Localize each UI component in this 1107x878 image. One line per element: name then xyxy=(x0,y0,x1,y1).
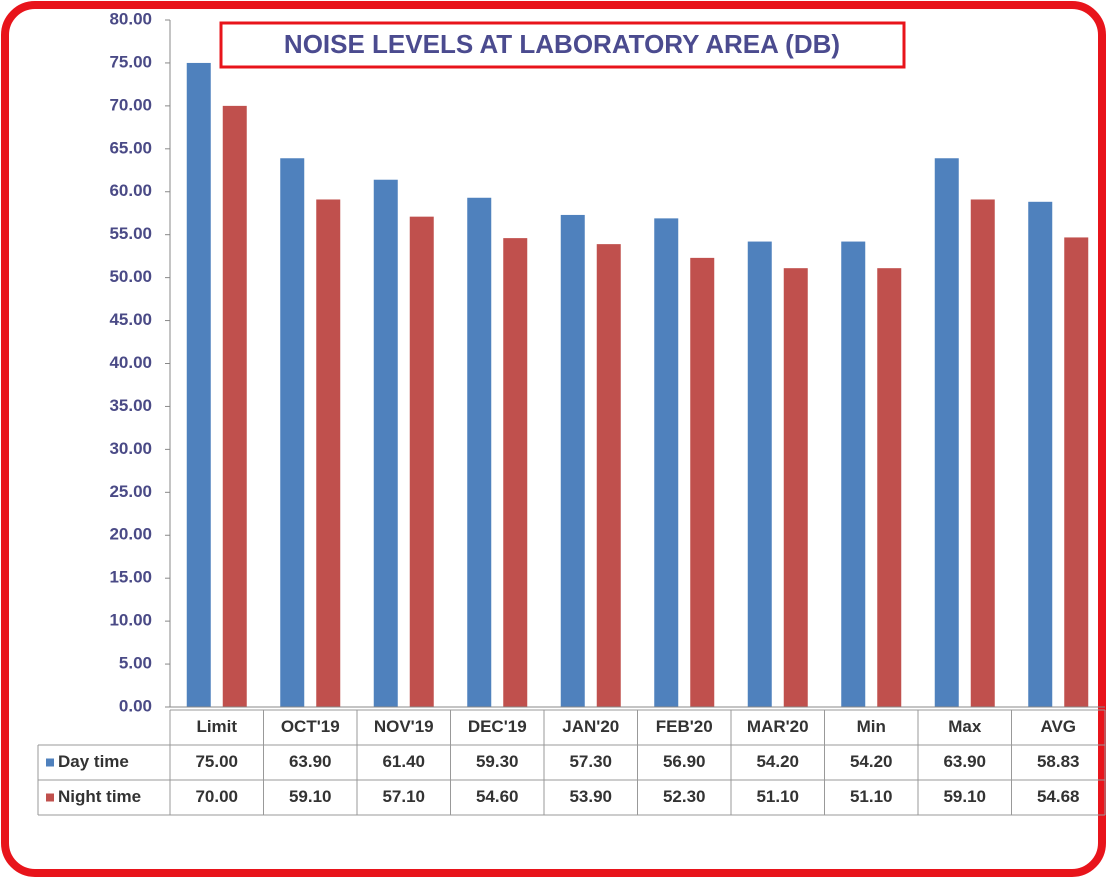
table-value: 61.40 xyxy=(382,752,425,771)
bar xyxy=(373,179,398,708)
table-value: 54.20 xyxy=(756,752,799,771)
bar xyxy=(1028,201,1053,708)
y-tick-label: 65.00 xyxy=(109,138,152,157)
table-value: 70.00 xyxy=(195,787,238,806)
bar xyxy=(467,197,492,708)
bar xyxy=(690,257,715,707)
legend-label: Day time xyxy=(58,752,129,771)
y-tick-label: 15.00 xyxy=(109,568,152,587)
table-value: 57.10 xyxy=(382,787,425,806)
table-value: 54.68 xyxy=(1037,787,1080,806)
table-value: 59.10 xyxy=(943,787,986,806)
bar xyxy=(409,216,434,707)
y-tick-label: 0.00 xyxy=(119,696,152,715)
x-tick-label: Min xyxy=(857,717,886,736)
legend-swatch xyxy=(46,793,54,802)
table-value: 53.90 xyxy=(569,787,612,806)
bar xyxy=(503,238,528,707)
table-value: 63.90 xyxy=(289,752,332,771)
table-value: 54.60 xyxy=(476,787,519,806)
table-value: 75.00 xyxy=(195,752,238,771)
bar xyxy=(280,158,305,708)
y-tick-label: 45.00 xyxy=(109,310,152,329)
x-tick-label: FEB'20 xyxy=(656,717,713,736)
bar xyxy=(877,268,902,707)
bar xyxy=(783,268,808,707)
y-tick-label: 5.00 xyxy=(119,654,152,673)
bar xyxy=(747,241,772,707)
legend-swatch xyxy=(46,758,54,767)
y-tick-label: 50.00 xyxy=(109,267,152,286)
y-tick-label: 55.00 xyxy=(109,224,152,243)
y-tick-label: 70.00 xyxy=(109,95,152,114)
bar xyxy=(186,62,211,707)
y-tick-label: 60.00 xyxy=(109,181,152,200)
y-tick-label: 30.00 xyxy=(109,439,152,458)
legend-label: Night time xyxy=(58,787,141,806)
bar xyxy=(222,105,247,707)
bar xyxy=(654,218,679,707)
x-tick-label: Limit xyxy=(196,717,237,736)
y-tick-label: 25.00 xyxy=(109,482,152,501)
x-tick-label: AVG xyxy=(1040,717,1076,736)
x-tick-label: MAR'20 xyxy=(747,717,809,736)
y-tick-label: 20.00 xyxy=(109,525,152,544)
table-value: 59.30 xyxy=(476,752,519,771)
x-tick-label: Max xyxy=(948,717,982,736)
bar xyxy=(970,199,995,707)
title-box xyxy=(219,21,906,69)
y-tick-label: 80.00 xyxy=(109,9,152,28)
bar xyxy=(560,214,585,707)
table-value: 58.83 xyxy=(1037,752,1080,771)
x-tick-label: NOV'19 xyxy=(374,717,434,736)
table-value: 63.90 xyxy=(943,752,986,771)
y-tick-label: 35.00 xyxy=(109,396,152,415)
table-value: 54.20 xyxy=(850,752,893,771)
x-tick-label: JAN'20 xyxy=(562,717,619,736)
table-value: 56.90 xyxy=(663,752,706,771)
bar xyxy=(841,241,866,707)
x-tick-label: DEC'19 xyxy=(468,717,527,736)
bar xyxy=(1064,237,1089,708)
y-tick-label: 75.00 xyxy=(109,52,152,71)
bar xyxy=(934,158,959,708)
y-tick-label: 40.00 xyxy=(109,353,152,372)
table-value: 52.30 xyxy=(663,787,706,806)
bar xyxy=(316,199,341,707)
chart-title: NOISE LEVELS AT LABORATORY AREA (DB) xyxy=(284,29,840,59)
table-value: 51.10 xyxy=(756,787,799,806)
table-value: 51.10 xyxy=(850,787,893,806)
bar xyxy=(596,244,621,708)
y-tick-label: 10.00 xyxy=(109,611,152,630)
table-value: 57.30 xyxy=(569,752,612,771)
table-value: 59.10 xyxy=(289,787,332,806)
x-tick-label: OCT'19 xyxy=(281,717,340,736)
